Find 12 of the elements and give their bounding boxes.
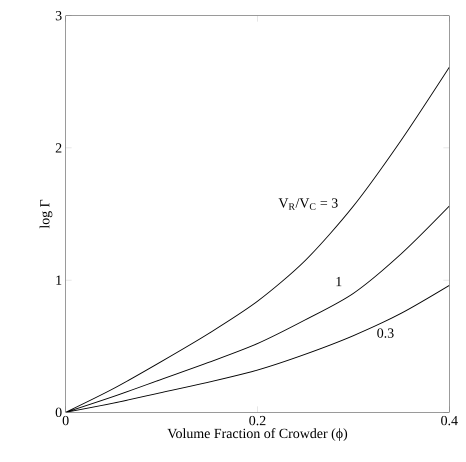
y-tick-label: 2: [56, 143, 62, 153]
x-tick-label: 0: [62, 416, 69, 426]
x-tick-label: 0.4: [441, 416, 458, 426]
series-label: 1: [336, 277, 342, 286]
y-tick-label: 1: [56, 276, 62, 285]
x-axis-title: Volume Fraction of Crowder (ϕ): [167, 428, 348, 442]
series-label: V$_{R}$/V$_{C}$ = 3: [278, 198, 338, 210]
x-tick-label: 0.2: [249, 416, 266, 426]
y-axis-title: log Γ: [40, 200, 52, 229]
y-tick-label: 3: [56, 11, 62, 21]
y-tick-label: 0: [56, 408, 62, 418]
series-label: 0.3: [377, 328, 394, 338]
